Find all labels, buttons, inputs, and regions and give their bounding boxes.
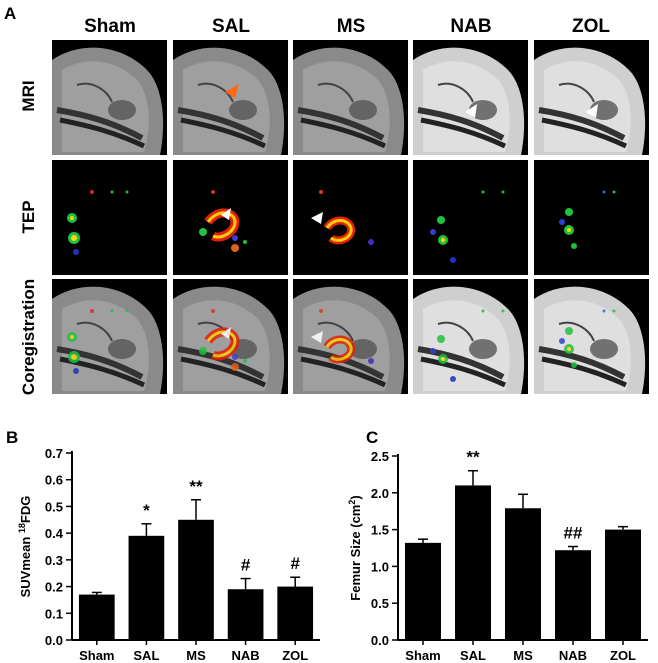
y-tick-label: 0.3	[45, 553, 63, 568]
y-axis-label: Femur Size (cm2)	[347, 495, 363, 600]
column-label-ms: MS	[336, 16, 366, 37]
image-coreg-nab	[413, 279, 528, 394]
bar-zol	[277, 586, 314, 640]
y-tick-label: 1.0	[371, 559, 389, 574]
bar-ms	[178, 519, 214, 640]
column-label-sham: Sham	[84, 16, 136, 37]
bar-sal	[128, 535, 165, 640]
row-label-tep: TEP	[19, 200, 38, 234]
y-tick-label: 2.5	[371, 449, 389, 464]
y-tick-label: 0.5	[371, 596, 389, 611]
row-label-mri: MRI	[19, 80, 38, 112]
x-tick-label: ZOL	[610, 648, 636, 663]
y-tick-label: 0.6	[45, 473, 63, 488]
y-tick-label: 0.7	[45, 446, 63, 461]
bar-sham	[78, 594, 115, 640]
image-tep-nab	[413, 160, 528, 275]
image-mri-nab	[413, 40, 528, 155]
image-coreg-ms	[293, 279, 408, 394]
significance-label: #	[290, 554, 300, 573]
bar-zol	[605, 529, 641, 640]
row-label-coregistration: Coregistration	[19, 278, 38, 396]
y-tick-label: 0.0	[45, 633, 63, 648]
x-tick-label: Sham	[405, 648, 440, 663]
image-mri-zol	[534, 40, 649, 155]
y-tick-label: 2.0	[371, 486, 389, 501]
column-label-sal: SAL	[212, 16, 250, 37]
column-label-zol: ZOL	[572, 16, 610, 37]
significance-label: **	[189, 477, 203, 496]
x-tick-label: ZOL	[282, 648, 308, 663]
panel-b-letter: B	[6, 428, 19, 447]
x-tick-label: Sham	[79, 648, 114, 663]
x-tick-label: MS	[513, 648, 533, 663]
image-tep-ms	[293, 160, 408, 275]
femur-size-bar-chart: 0.0 0.5 1.0 1.5 2.0 2.5 Sham SAL ** MS NAB ## ZOL Fem…	[347, 448, 648, 663]
x-tick-label: NAB	[232, 648, 260, 663]
x-tick-label: MS	[186, 648, 206, 663]
bar-sham	[405, 542, 441, 640]
significance-label: #	[241, 556, 251, 575]
significance-label: **	[466, 448, 480, 467]
image-mri-ms	[293, 40, 408, 155]
y-axis-label: SUVmean 18FDG	[17, 496, 33, 598]
image-tep-sal	[173, 160, 288, 275]
x-tick-label: SAL	[460, 648, 486, 663]
bar-sal	[455, 485, 491, 640]
panel-a-letter: A	[4, 4, 17, 23]
y-tick-label: 0.5	[45, 499, 63, 514]
image-mri-sham	[52, 40, 167, 155]
x-tick-label: NAB	[559, 648, 587, 663]
y-tick-label: 0.1	[45, 606, 63, 621]
panel-c-letter: C	[366, 428, 379, 447]
significance-label: ##	[564, 524, 583, 543]
bar-nab	[555, 550, 591, 640]
y-tick-label: 0.2	[45, 580, 63, 595]
suv-bar-chart: 0.0 0.1 0.2 0.3 0.4 0.5 0.6 0.7 Sham SAL * MS ** NAB #…	[17, 446, 320, 663]
bar-ms	[505, 508, 541, 640]
image-coreg-zol	[534, 279, 649, 394]
image-coreg-sham	[52, 279, 167, 394]
image-mri-sal	[173, 40, 288, 155]
y-tick-label: 0.0	[371, 633, 389, 648]
column-label-nab: NAB	[450, 16, 492, 37]
x-tick-label: SAL	[133, 648, 159, 663]
bar-nab	[227, 589, 264, 640]
y-tick-label: 1.5	[371, 523, 389, 538]
image-tep-sham	[52, 160, 167, 275]
significance-label: *	[143, 501, 150, 520]
y-tick-label: 0.4	[45, 526, 64, 541]
image-tep-zol	[534, 160, 649, 275]
image-coreg-sal	[173, 279, 288, 394]
